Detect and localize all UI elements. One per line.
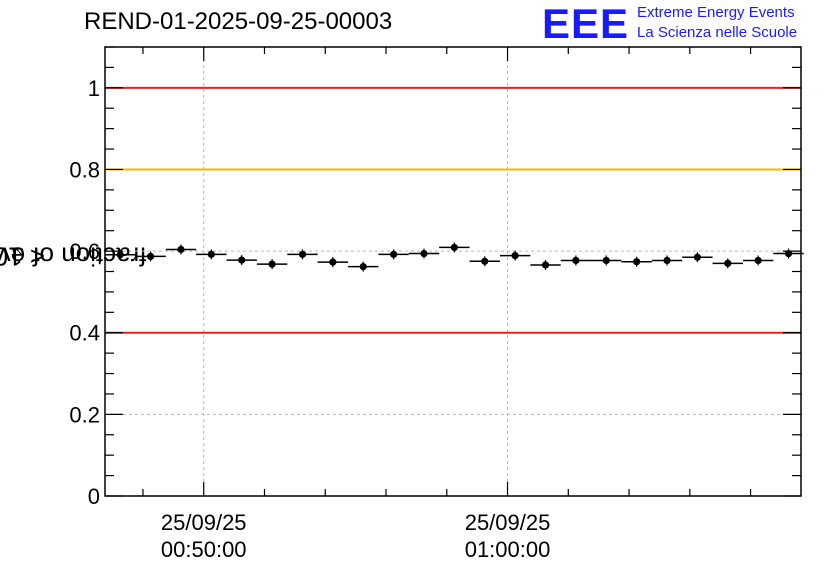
data-point [693,253,702,261]
eee-logo: EEE [542,0,630,47]
data-point [268,260,276,268]
data-point [329,258,337,266]
data-point [481,257,489,265]
data-point [116,251,124,259]
x-tick-label-time: 00:50:00 [161,537,247,562]
data-point [511,251,519,260]
data-point [633,258,641,266]
data-point [754,256,762,265]
data-point [724,259,732,267]
chart-title: REND-01-2025-09-25-00003 [84,8,393,35]
logo-caption-line1: Extreme Energy Events [637,4,795,21]
data-point [572,256,580,265]
logo-caption-line2: La Scienza nelle Scuole [637,24,798,41]
data-point [238,256,246,264]
data-point [450,243,458,252]
data-point [390,250,398,258]
x-tick-label-date: 25/09/25 [161,510,247,535]
data-point [663,256,671,265]
data-point [602,256,610,265]
data-point [207,250,215,258]
data-point [420,249,428,258]
data-point [784,249,793,258]
y-tick-label: 1 [88,76,100,101]
y-tick-label: 0.4 [69,321,100,346]
data-point [541,261,550,269]
data-point [177,245,185,254]
data-point [146,252,155,260]
x-tick-label-date: 25/09/25 [465,510,551,535]
plot-frame [104,46,802,497]
y-tick-label: 0 [88,484,100,509]
x-tick-label-time: 01:00:00 [465,537,551,562]
data-point [298,250,307,258]
y-tick-label: 0.2 [69,402,100,427]
y-tick-label: 0.8 [69,157,100,182]
y-tick-label: 0.6 [69,239,100,264]
data-point [359,263,367,271]
